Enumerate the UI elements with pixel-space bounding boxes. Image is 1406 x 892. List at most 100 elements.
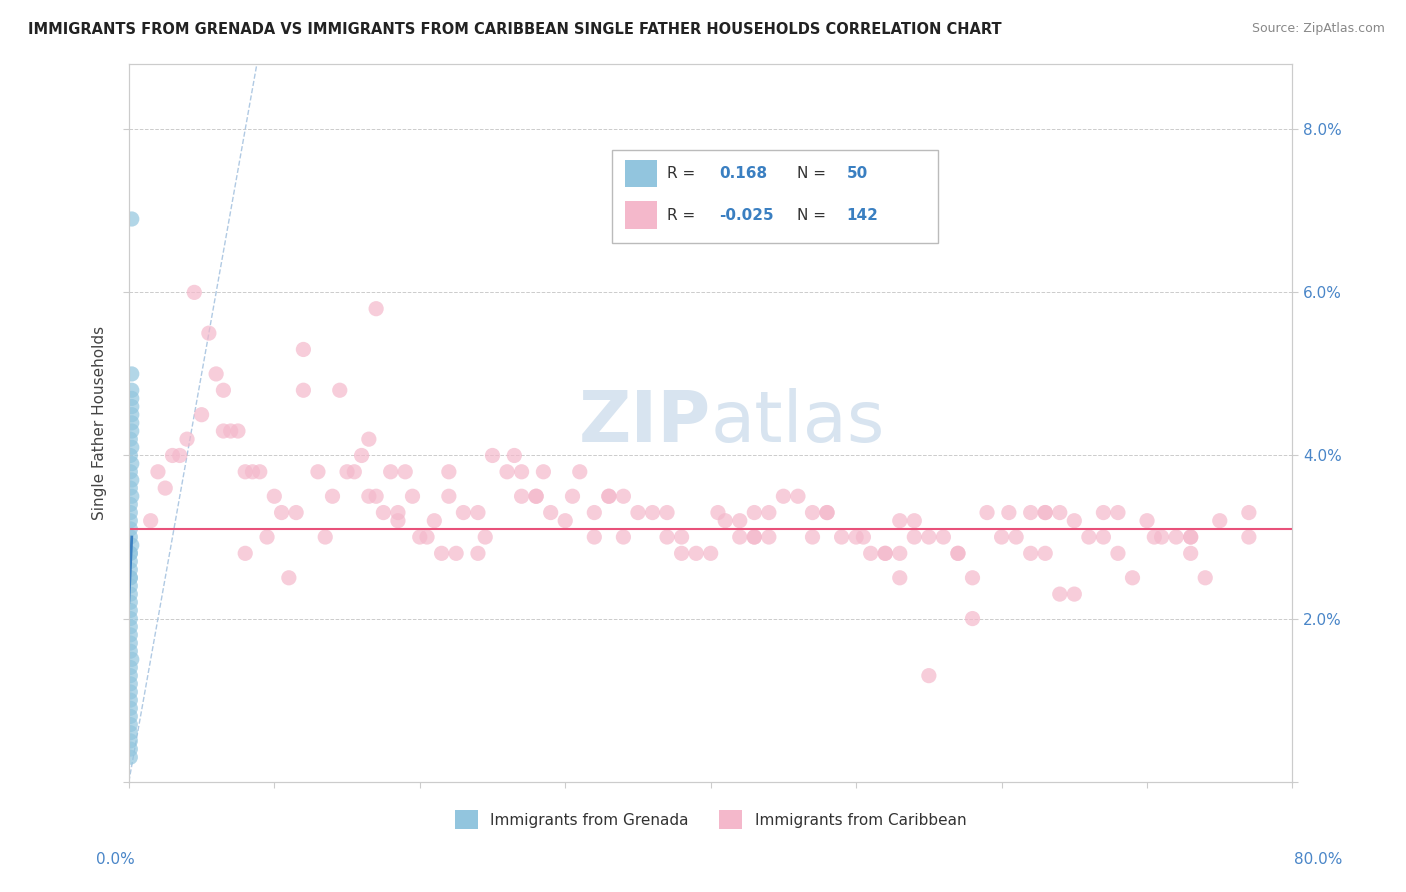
Point <box>120 668 142 682</box>
Point <box>889 571 911 585</box>
Point <box>249 465 271 479</box>
Point <box>1005 530 1028 544</box>
Point <box>946 546 969 560</box>
Point <box>845 530 868 544</box>
Point <box>190 408 212 422</box>
Point <box>1033 506 1056 520</box>
Point <box>233 465 256 479</box>
Point <box>121 424 143 438</box>
Point <box>120 603 142 617</box>
Point <box>655 530 678 544</box>
Point <box>120 611 142 625</box>
Point <box>1107 546 1129 560</box>
Point <box>169 449 191 463</box>
Point <box>875 546 897 560</box>
Point <box>1019 506 1042 520</box>
Point <box>120 725 142 739</box>
Point <box>627 506 650 520</box>
Point <box>467 546 489 560</box>
Point <box>120 546 142 560</box>
Point <box>787 489 810 503</box>
Point <box>329 383 352 397</box>
Point <box>583 506 606 520</box>
Point <box>314 530 336 544</box>
Point <box>815 506 838 520</box>
Point <box>742 506 765 520</box>
Point <box>699 546 721 560</box>
Point <box>212 383 235 397</box>
Point <box>583 530 606 544</box>
Point <box>1237 530 1260 544</box>
Point <box>292 383 315 397</box>
Point <box>120 481 142 495</box>
Point <box>1033 506 1056 520</box>
Point <box>903 530 925 544</box>
Point <box>307 465 329 479</box>
Point <box>121 392 143 406</box>
Point <box>444 546 467 560</box>
Point <box>474 530 496 544</box>
Point <box>758 530 780 544</box>
Legend: Immigrants from Grenada, Immigrants from Caribbean: Immigrants from Grenada, Immigrants from… <box>449 805 973 835</box>
Point <box>742 530 765 544</box>
Point <box>120 554 142 568</box>
Point <box>758 506 780 520</box>
Point <box>561 489 583 503</box>
Point <box>120 620 142 634</box>
Point <box>120 514 142 528</box>
Point <box>285 506 308 520</box>
Text: 0.0%: 0.0% <box>96 852 135 867</box>
Point <box>401 489 423 503</box>
Point <box>233 546 256 560</box>
Point <box>671 546 693 560</box>
Point <box>568 465 591 479</box>
Point <box>120 595 142 609</box>
Point <box>496 465 519 479</box>
Point <box>176 432 198 446</box>
Point <box>120 709 142 723</box>
Point <box>242 465 264 479</box>
Point <box>889 514 911 528</box>
Text: ZIP: ZIP <box>578 388 710 458</box>
Point <box>121 212 143 227</box>
Point <box>1019 546 1042 560</box>
Point <box>903 514 925 528</box>
Point <box>321 489 343 503</box>
Point <box>121 457 143 471</box>
Point <box>1136 514 1159 528</box>
Point <box>453 506 475 520</box>
Point <box>120 465 142 479</box>
Point <box>815 506 838 520</box>
Point <box>742 530 765 544</box>
Point <box>962 571 984 585</box>
Point <box>1063 587 1085 601</box>
Point <box>437 489 460 503</box>
Point <box>510 465 533 479</box>
Point <box>1063 514 1085 528</box>
Point <box>336 465 359 479</box>
Point <box>503 449 526 463</box>
Point <box>1107 506 1129 520</box>
Point <box>120 497 142 511</box>
Point <box>121 416 143 430</box>
Point <box>120 693 142 707</box>
Point <box>120 677 142 691</box>
Point <box>728 514 751 528</box>
Point <box>524 489 547 503</box>
Point <box>932 530 955 544</box>
Point <box>831 530 853 544</box>
Point <box>409 530 432 544</box>
Point <box>198 326 221 340</box>
Text: atlas: atlas <box>710 388 884 458</box>
Point <box>120 636 142 650</box>
Point <box>524 489 547 503</box>
Point <box>481 449 503 463</box>
Point <box>437 465 460 479</box>
Point <box>121 538 143 552</box>
Point <box>357 432 380 446</box>
Point <box>1049 587 1071 601</box>
Point <box>162 449 184 463</box>
Point <box>1033 546 1056 560</box>
Point <box>1194 571 1216 585</box>
Point <box>707 506 730 520</box>
